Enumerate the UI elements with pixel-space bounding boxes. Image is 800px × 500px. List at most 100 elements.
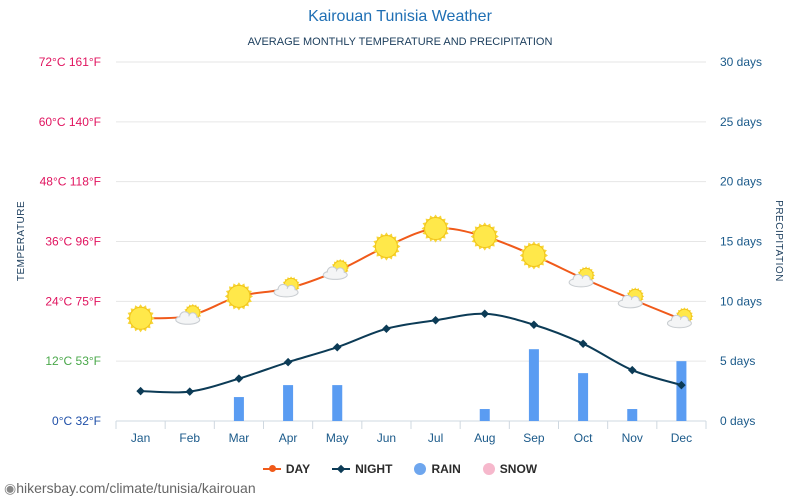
chart-title: Kairouan Tunisia Weather [308,8,492,25]
sun-disc [473,225,497,249]
cloud-fill [275,288,298,296]
right-tick-label: 30 days [720,55,762,69]
source-url: hikersbay.com/climate/tunisia/kairouan [16,480,256,496]
rain-bar [479,409,490,421]
sun-icon [519,241,548,270]
sun-disc [227,284,251,308]
sun-cloud-icon [666,307,694,329]
sun-icon [372,232,401,261]
legend-item-day[interactable]: DAY [262,462,311,476]
x-tick-label: Jun [377,431,396,445]
left-tick-label: 60°C 140°F [39,115,101,129]
x-tick-label: Mar [229,431,250,445]
cloud-icon [322,266,348,280]
left-tick-label: 72°C 161°F [39,55,101,69]
cloud-icon [568,273,594,288]
night-point [628,365,637,375]
legend-day-marker [262,465,281,472]
sun-icon [126,304,155,333]
legend-rain-marker [414,463,427,475]
x-tick-label: Dec [671,431,692,445]
legend-snow-marker [482,463,495,475]
legend-item-snow[interactable]: SNOW [482,462,538,476]
left-axis-title: TEMPERATURE [16,201,27,281]
grid-lines [115,61,707,429]
legend-item-night[interactable]: NIGHT [332,462,392,476]
sun-icon [421,214,450,243]
left-tick-label: 48°C 118°F [40,175,101,189]
cloud-fill [570,278,593,286]
cloud-icon [175,311,201,325]
cloud-fill [176,316,199,324]
night-line [140,312,682,394]
night-point [234,374,244,383]
chart-subtitle: AVERAGE MONTHLY TEMPERATURE AND PRECIPIT… [247,36,553,48]
cloud-fill [668,319,691,327]
x-tick-label: Jan [131,431,150,445]
x-tick-label: Sep [523,431,545,445]
sun-disc [424,217,448,241]
cloud-fill [619,299,642,307]
precipitation-bars [233,349,687,421]
temperature-lines [136,225,686,396]
x-tick-label: Aug [474,431,495,445]
night-point [136,386,145,396]
right-tick-label: 25 days [720,115,762,129]
sun-disc [374,234,398,258]
x-tick-label: May [326,431,349,445]
sun-cloud-icon [617,287,645,309]
source-link[interactable]: ◉hikersbay.com/climate/tunisia/kairouan [4,480,256,497]
night-point [283,357,293,367]
legend-day-label: DAY [285,462,311,476]
legend-night-marker [332,464,351,474]
rain-bar [283,385,294,421]
rain-bar [332,385,343,421]
night-point [578,339,588,348]
right-tick-label: 10 days [720,294,762,308]
legend-rain-label: RAIN [431,462,461,476]
x-axis-ticks: Jan Feb Mar Apr May Jun Jul Aug Sep Oct Nov Dec [131,431,692,445]
rain-bar [578,373,589,421]
x-tick-label: Jul [428,431,443,445]
right-tick-label: 0 days [720,414,755,428]
left-tick-label: 36°C 96°F [45,235,101,249]
left-tick-label: 12°C 53°F [45,354,101,368]
right-axis-title: PRECIPITATION [773,200,784,282]
pin-icon: ◉ [4,480,17,496]
x-tick-label: Nov [622,431,643,445]
sun-disc [129,306,153,330]
x-tick-label: Apr [279,431,298,445]
night-point [382,324,391,333]
sun-cloud-icon [175,303,202,325]
right-tick-label: 5 days [720,354,755,368]
rain-bar [528,349,539,421]
night-point [529,320,539,330]
night-point [677,380,686,390]
rain-bar [676,361,687,421]
night-point [333,342,342,352]
night-point [431,316,440,325]
right-tick-label: 15 days [720,235,762,249]
legend-night-label: NIGHT [355,462,393,476]
left-axis-ticks: 0°C 32°F 12°C 53°F 24°C 75°F 36°C 96°F 48°C … [39,55,101,428]
night-point [185,387,194,396]
legend-item-rain[interactable]: RAIN [414,462,461,476]
cloud-icon [273,283,299,298]
weather-icons [126,214,694,333]
legend-snow-label: SNOW [499,462,538,476]
x-tick-label: Oct [574,431,593,445]
night-point [480,309,489,319]
right-axis-ticks: 0 days 5 days 10 days 15 days 20 days 25 days… [720,55,762,428]
sun-cloud-icon [273,276,301,298]
rain-bar [627,409,638,421]
cloud-icon [617,294,643,309]
sun-cloud-icon [322,258,350,280]
sun-icon [470,222,499,251]
left-tick-label: 24°C 75°F [45,294,101,308]
left-tick-label: 0°C 32°F [52,414,101,428]
cloud-fill [324,271,347,279]
rain-bar [233,397,244,421]
sun-cloud-icon [568,266,596,288]
cloud-icon [666,314,692,329]
